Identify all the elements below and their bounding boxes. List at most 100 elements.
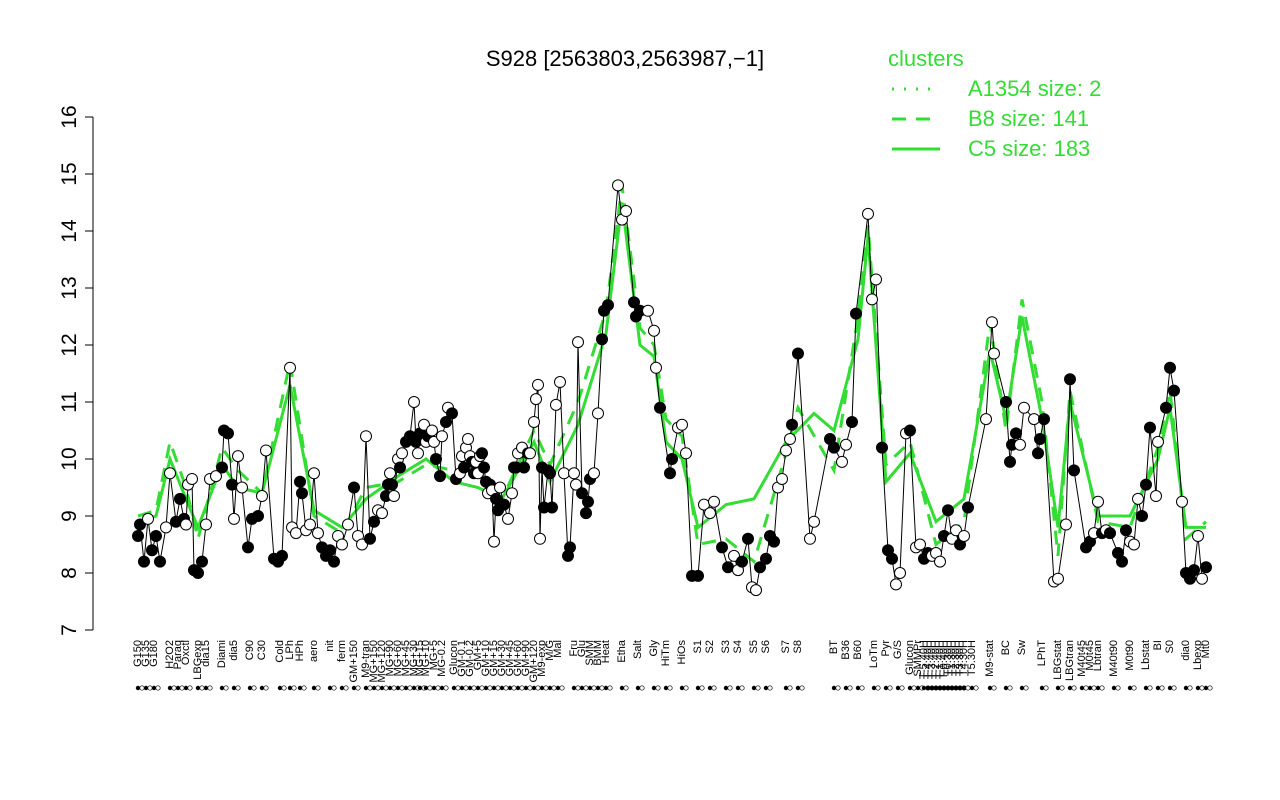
x-tick-label: MG+90	[384, 640, 396, 676]
x-tick-label: B60	[852, 640, 864, 660]
x-tick-label: S5	[748, 640, 760, 653]
x-marker-filled	[195, 685, 201, 691]
data-point	[768, 535, 780, 548]
x-tick-label: T-5.40H	[918, 640, 930, 679]
data-point	[222, 427, 234, 440]
x-marker-filled	[475, 685, 481, 691]
x-tick-label: LBGtran	[1064, 640, 1076, 681]
data-point	[1168, 384, 1180, 397]
data-point	[388, 490, 400, 503]
data-point	[750, 584, 762, 597]
data-point	[1034, 433, 1046, 446]
x-marker-filled	[941, 685, 947, 691]
data-point	[160, 521, 172, 534]
x-marker-filled	[1155, 685, 1161, 691]
x-marker-open	[1187, 685, 1193, 691]
data-point	[1104, 527, 1116, 540]
x-marker-filled	[277, 685, 283, 691]
x-marker-filled	[247, 685, 253, 691]
data-point	[1010, 427, 1022, 440]
data-point	[1136, 510, 1148, 522]
x-marker-open	[1007, 685, 1013, 691]
x-marker-open	[315, 685, 321, 691]
data-point	[324, 544, 336, 557]
x-marker-filled	[587, 685, 593, 691]
data-point	[840, 438, 852, 451]
x-marker-open	[1091, 685, 1097, 691]
x-marker-filled	[1039, 685, 1045, 691]
x-tick-label: MG-0.2	[436, 640, 448, 677]
x-marker-open	[375, 685, 381, 691]
x-marker-filled	[439, 685, 445, 691]
data-point	[568, 467, 580, 480]
x-tick-label: C30	[256, 640, 268, 660]
x-tick-label: S7	[780, 640, 792, 653]
data-point	[828, 441, 840, 454]
x-tick-label: GM+15	[488, 640, 500, 676]
x-marker-open	[503, 685, 509, 691]
data-point	[736, 555, 748, 568]
x-tick-label: M40t45	[1076, 640, 1088, 677]
x-marker-filled	[1087, 685, 1093, 691]
x-marker-filled	[961, 685, 967, 691]
x-marker-open	[599, 685, 605, 691]
y-tick-label: 10	[58, 447, 81, 470]
data-point	[356, 538, 368, 551]
x-marker-open	[519, 685, 525, 691]
x-tick-label: GM+30	[496, 640, 508, 676]
data-point	[1052, 572, 1064, 585]
y-tick-label: 8	[58, 567, 81, 579]
y-tick-label: 7	[58, 624, 81, 636]
data-point	[146, 544, 158, 557]
x-tick-label: GM-0.1	[456, 640, 468, 677]
cluster-line-0	[137, 185, 1207, 565]
data-point	[440, 415, 452, 428]
x-tick-label: HiOs	[676, 640, 688, 665]
x-marker-open	[767, 685, 773, 691]
data-point	[546, 501, 558, 514]
x-tick-label: Etha	[616, 639, 628, 663]
data-point	[602, 299, 614, 312]
data-point	[564, 541, 576, 554]
x-marker-filled	[751, 685, 757, 691]
x-marker-open	[223, 685, 229, 691]
x-marker-filled	[571, 685, 577, 691]
x-marker-open	[199, 685, 205, 691]
x-marker-filled	[167, 685, 173, 691]
x-marker-open	[383, 685, 389, 691]
x-marker-open	[911, 685, 917, 691]
x-tick-label: LPhT	[1036, 640, 1048, 667]
data-point	[1120, 524, 1132, 537]
data-point	[890, 578, 902, 591]
data-point	[570, 478, 582, 491]
x-marker-filled	[151, 685, 157, 691]
x-tick-label: M40t90	[1108, 640, 1120, 677]
data-point	[524, 447, 536, 460]
x-marker-open	[1147, 685, 1153, 691]
data-point	[1192, 529, 1204, 542]
data-point	[836, 455, 848, 468]
data-point	[1028, 413, 1040, 426]
data-point	[174, 492, 186, 505]
x-marker-filled	[287, 685, 293, 691]
x-marker-filled	[953, 685, 959, 691]
data-point	[784, 433, 796, 446]
data-point	[132, 529, 144, 542]
x-tick-label: Paraq	[172, 640, 184, 669]
data-point	[192, 567, 204, 579]
data-point	[1176, 495, 1188, 508]
x-marker-open	[991, 685, 997, 691]
x-tick-label: G/S	[892, 640, 904, 659]
x-tick-label: GM+5	[472, 640, 484, 670]
x-marker-filled	[969, 685, 975, 691]
x-marker-open	[551, 685, 557, 691]
data-point	[304, 518, 316, 531]
x-marker-open	[543, 685, 549, 691]
x-marker-filled	[395, 685, 401, 691]
data-point	[436, 430, 448, 443]
data-point	[544, 467, 556, 480]
data-point	[870, 273, 882, 286]
x-tick-label: dia5	[228, 640, 240, 661]
x-tick-label: S0	[1164, 640, 1176, 653]
x-marker-open	[755, 685, 761, 691]
